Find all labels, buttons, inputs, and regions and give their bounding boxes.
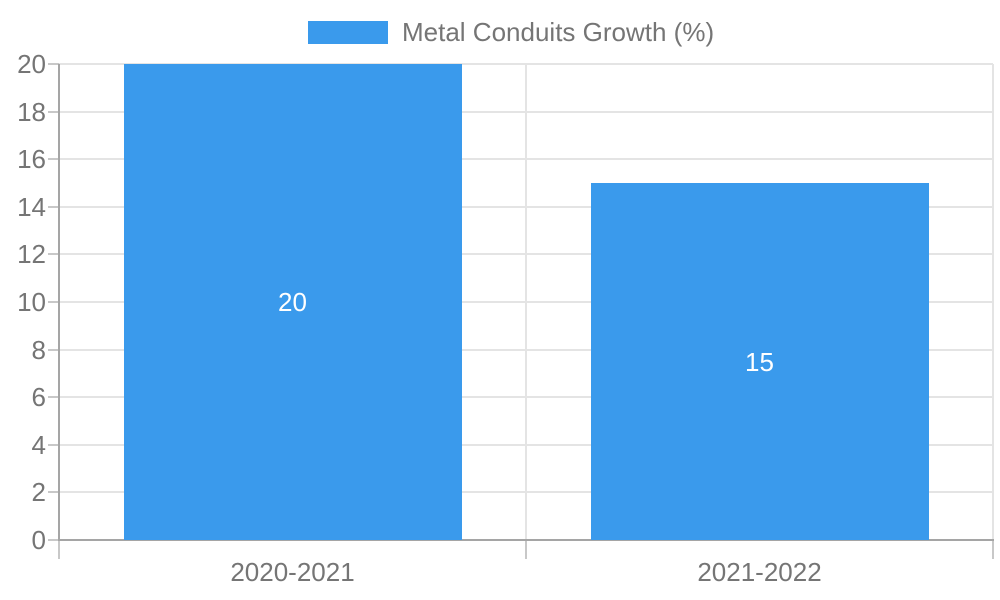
bar-value-label: 15 [745, 346, 774, 377]
legend-label: Metal Conduits Growth (%) [402, 17, 715, 47]
y-tick-mark [48, 301, 59, 303]
x-category-label: 2020-2021 [230, 557, 355, 587]
chart-legend[interactable]: Metal Conduits Growth (%) [308, 17, 715, 47]
category-gridline [525, 64, 527, 540]
y-tick-label: 10 [17, 287, 46, 317]
y-tick-label: 8 [31, 334, 46, 365]
y-tick-mark [48, 110, 59, 113]
y-tick-mark [48, 205, 59, 208]
y-tick-label: 20 [17, 49, 46, 79]
x-category-label: 2021-2022 [697, 557, 822, 587]
bar[interactable] [123, 64, 462, 540]
y-tick-label: 14 [17, 191, 46, 222]
y-tick-label: 16 [17, 144, 46, 175]
y-tick-label: 4 [31, 429, 46, 460]
y-tick-mark [48, 491, 59, 494]
y-tick-label: 18 [17, 96, 46, 127]
bar-value-label: 20 [278, 287, 307, 317]
y-tick-mark [48, 396, 59, 399]
y-tick-mark [48, 443, 59, 446]
y-tick-mark [48, 63, 59, 65]
category-gridline [992, 64, 994, 540]
bar[interactable] [590, 183, 929, 540]
y-tick-mark [48, 539, 59, 541]
x-tick-mark [525, 540, 527, 559]
y-tick-mark [48, 158, 59, 161]
y-tick-label: 12 [17, 239, 46, 270]
y-axis-line [58, 64, 60, 540]
y-tick-label: 2 [31, 477, 46, 508]
x-axis-line [58, 539, 994, 541]
legend-swatch [308, 21, 388, 44]
y-tick-label: 0 [31, 525, 46, 555]
x-tick-mark [58, 540, 60, 559]
x-tick-mark [992, 540, 994, 559]
y-tick-mark [48, 348, 59, 351]
y-tick-label: 6 [31, 382, 46, 413]
y-tick-mark [48, 253, 59, 256]
